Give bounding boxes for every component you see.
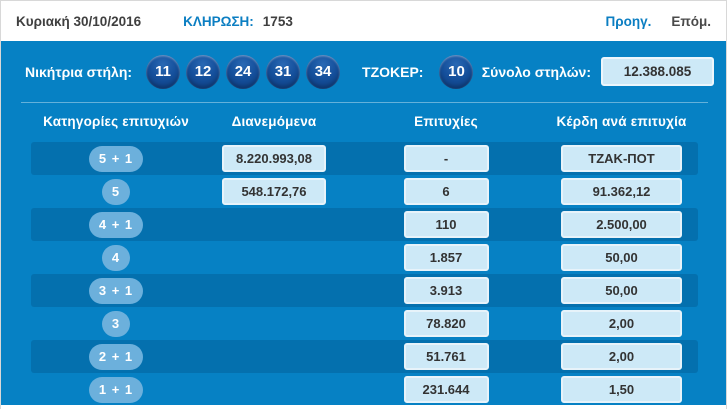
winning-numbers-group: 11 12 24 31 34 (146, 54, 341, 89)
prize-box: 50,00 (561, 277, 682, 304)
draw-label: ΚΛΗΡΩΣΗ: (183, 13, 254, 29)
draw-header-bar: Κυριακή 30/10/2016 ΚΛΗΡΩΣΗ: 1753 Προηγ. … (1, 1, 726, 41)
prize-box: 2.500,00 (561, 211, 682, 238)
prize-box: 2,00 (561, 310, 682, 337)
winners-box: 6 (403, 178, 489, 205)
table-row: 5 + 1 8.220.993,08 - ΤΖΑΚ-ΠΟΤ (31, 142, 698, 175)
winning-number-ball: 12 (186, 54, 221, 89)
draw-number: 1753 (262, 13, 293, 29)
table-row: 4 1.857 50,00 (31, 241, 698, 274)
col-header-distributed: Διανεμόμενα (231, 113, 317, 129)
category-badge: 5 (101, 178, 131, 205)
winners-box: - (403, 145, 489, 172)
col-header-winners: Επιτυχίες (414, 113, 478, 129)
header-separator (21, 102, 708, 103)
prize-box: 1,50 (561, 376, 682, 403)
winners-box: 51.761 (403, 343, 489, 370)
prize-table: 5 + 1 8.220.993,08 - ΤΖΑΚ-ΠΟΤ 5 548.172,… (1, 142, 726, 405)
winners-box: 1.857 (403, 244, 489, 271)
winning-number-ball: 24 (226, 54, 261, 89)
category-badge: 2 + 1 (88, 343, 144, 370)
prize-box: 91.362,12 (561, 178, 682, 205)
winning-number-ball: 34 (306, 54, 341, 89)
previous-draw-link[interactable]: Προηγ. (605, 13, 652, 29)
category-badge: 4 + 1 (88, 211, 144, 238)
joker-ball: 10 (439, 54, 474, 89)
winners-box: 78.820 (403, 310, 489, 337)
table-row: 1 + 1 231.644 1,50 (31, 373, 698, 405)
category-badge: 4 (101, 244, 131, 271)
table-row: 5 548.172,76 6 91.362,12 (31, 175, 698, 208)
prize-box: 2,00 (561, 343, 682, 370)
category-badge: 3 + 1 (88, 277, 144, 304)
table-row: 2 + 1 51.761 2,00 (31, 340, 698, 373)
prize-box: 50,00 (561, 244, 682, 271)
draw-date: Κυριακή 30/10/2016 (16, 13, 142, 29)
winners-box: 231.644 (403, 376, 489, 403)
total-columns-label: Σύνολο στηλών: (481, 63, 591, 80)
prize-box: ΤΖΑΚ-ΠΟΤ (561, 145, 682, 172)
table-row: 3 78.820 2,00 (31, 307, 698, 340)
table-row: 3 + 1 3.913 50,00 (31, 274, 698, 307)
category-badge: 3 (101, 310, 131, 337)
total-columns-group: Σύνολο στηλών: 12.388.085 (482, 57, 714, 86)
category-badge: 5 + 1 (88, 145, 144, 172)
col-header-prize: Κέρδη ανά επιτυχία (556, 113, 687, 129)
winners-box: 3.913 (403, 277, 489, 304)
col-header-categories: Κατηγορίες επιτυχιών (43, 113, 189, 129)
category-badge: 1 + 1 (88, 376, 144, 403)
winning-numbers-label: Νικήτρια στήλη: (25, 63, 133, 80)
winning-numbers-row: Νικήτρια στήλη: 11 12 24 31 34 ΤΖΟΚΕΡ: 1… (1, 41, 726, 89)
total-columns-value: 12.388.085 (601, 57, 714, 86)
table-row: 4 + 1 110 2.500,00 (31, 208, 698, 241)
results-panel: Νικήτρια στήλη: 11 12 24 31 34 ΤΖΟΚΕΡ: 1… (1, 41, 726, 405)
winning-number-ball: 11 (146, 54, 181, 89)
distributed-box: 548.172,76 (222, 178, 326, 205)
distributed-box: 8.220.993,08 (222, 145, 326, 172)
table-header-row: Κατηγορίες επιτυχιών Διανεμόμενα Επιτυχί… (31, 103, 698, 139)
next-draw-link[interactable]: Επόμ. (671, 13, 711, 29)
joker-label: ΤΖΟΚΕΡ: (362, 63, 424, 80)
winners-box: 110 (403, 211, 489, 238)
winning-number-ball: 31 (266, 54, 301, 89)
